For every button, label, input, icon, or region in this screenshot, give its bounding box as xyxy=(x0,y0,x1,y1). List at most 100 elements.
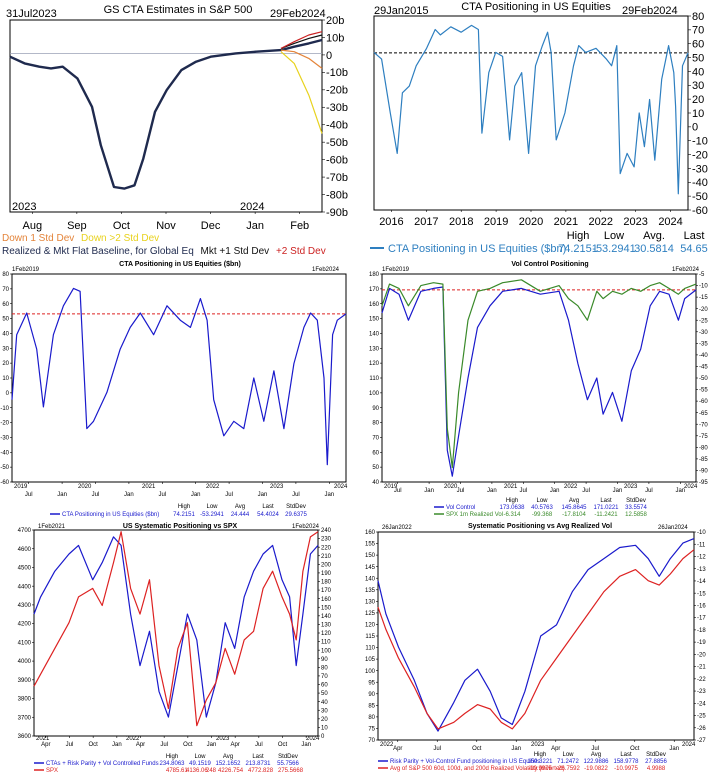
year-label: 2019 xyxy=(384,484,398,490)
y-tick-label-right: 100 xyxy=(321,648,332,654)
x-tick-label: Jul xyxy=(457,488,465,494)
chart-cta-positioning-long: 29Jan2015 CTA Positioning in US Equities… xyxy=(360,0,720,258)
y-tick-label-right: 190 xyxy=(321,571,332,577)
stat-value: -99.368 xyxy=(532,512,553,518)
legend-entry-down-1sd: Down 1 Std Dev xyxy=(2,233,74,244)
chart-us-systematic-vs-spx: US Systematic Positioning vs SPX 1Feb202… xyxy=(0,520,360,776)
y-tick-label-right: 120 xyxy=(321,631,332,637)
legend-block: High Low Avg Last StdDev Risk Parity + V… xyxy=(378,752,668,772)
x-tick-label: Dec xyxy=(201,220,221,232)
y-tick-label: 120 xyxy=(369,361,380,367)
y-tick-label: 140 xyxy=(369,332,380,338)
y-tick-label: 135 xyxy=(365,588,376,594)
series-line xyxy=(373,24,689,195)
x-tick-label: Apr xyxy=(551,746,560,752)
y-tick-label-right: 150 xyxy=(321,605,332,611)
legend-block: High Low Avg Last StdDev CTA Positioning… xyxy=(50,504,308,518)
y-tick-label: 100 xyxy=(365,669,376,675)
stat-value: 234.8063 xyxy=(159,761,185,767)
series-line xyxy=(377,538,695,732)
y-tick-label-right: 70 xyxy=(321,674,328,680)
chart-end-label: 1Feb2024 xyxy=(292,524,320,530)
x-tick-label: Jan xyxy=(258,492,268,498)
x-tick-label: Jan xyxy=(112,742,122,748)
y-tick-label: 150 xyxy=(365,553,376,559)
series-line xyxy=(33,531,319,727)
series-line xyxy=(280,49,323,69)
chart-start-label: 1Feb2019 xyxy=(12,267,40,273)
y-tick-label: 50 xyxy=(372,465,379,471)
x-tick-label: 2024 xyxy=(658,216,682,228)
plot-frame xyxy=(373,15,689,211)
y-tick-label: -50 xyxy=(0,465,9,471)
stat-header: Avg xyxy=(223,754,233,760)
y-tick-label: 80 xyxy=(372,421,379,427)
stat-value: 122.9886 xyxy=(583,759,609,765)
x-tick-label: Jul xyxy=(292,492,300,498)
year-label: 2021 xyxy=(142,484,156,490)
chart-gs-cta-estimates: 31Jul2023 GS CTA Estimates in S&P 500 29… xyxy=(0,0,360,258)
y-tick-label: 160 xyxy=(369,302,380,308)
y-tick-label: 70 xyxy=(368,738,375,744)
x-tick-label: 2016 xyxy=(379,216,403,228)
y-tick-label: 4400 xyxy=(18,584,32,590)
legend-entry-down-2sd: Down >2 Std Dev xyxy=(81,233,159,244)
stat-header: Low xyxy=(536,498,548,504)
series-line xyxy=(33,536,319,718)
y-tick-label: 80 xyxy=(692,11,704,23)
year-label: 2022 xyxy=(126,736,140,742)
stat-value: 4.9988 xyxy=(647,766,666,772)
stat-header: StdDev xyxy=(278,754,298,760)
y-tick-label: 100 xyxy=(369,391,380,397)
stat-value: 4136.06 xyxy=(186,768,208,774)
y-tick-label: 60 xyxy=(2,302,9,308)
y-tick-label-right: -60 xyxy=(699,399,708,405)
x-tick-label: Jul xyxy=(394,488,402,494)
stat-value: 12.5858 xyxy=(625,512,647,518)
stat-header: StdDev xyxy=(646,752,666,758)
y-tick-label-right: -21 xyxy=(697,665,706,671)
chart-start-label: 26Jan2022 xyxy=(382,525,412,531)
y-tick-label: 4600 xyxy=(18,547,32,553)
chart-svg: Vol Control Positioning 1Feb2019 1Feb202… xyxy=(369,261,708,518)
stat-value: 71.2472 xyxy=(557,759,579,765)
year-label: 2019 xyxy=(14,484,28,490)
chart-end-label: 26Jan2024 xyxy=(658,525,688,531)
stat-value: 54.65 xyxy=(680,243,708,255)
year-label: 2023 xyxy=(624,484,638,490)
stat-value: 4772.828 xyxy=(248,768,274,774)
y-tick-label-right: -22 xyxy=(697,677,706,683)
stat-header: Last xyxy=(620,752,632,758)
y-tick-label-right: -11 xyxy=(697,542,706,548)
y-tick-label-right: 180 xyxy=(321,580,332,586)
stat-value: 55.7566 xyxy=(277,761,299,767)
legend-series-name: SPX 1m Realized Vol xyxy=(446,512,503,518)
stat-header: Low xyxy=(604,230,624,242)
plot-frame xyxy=(11,273,347,483)
x-tick-label: Jan xyxy=(246,220,264,232)
x-tick-label: Oct xyxy=(630,746,640,752)
y-tick-label: 170 xyxy=(369,287,380,293)
y-tick-label: 180 xyxy=(369,272,380,278)
plot-frame xyxy=(9,19,323,213)
y-tick-label-right: -30 xyxy=(699,330,708,336)
year-label: 2022 xyxy=(206,484,220,490)
chart-svg: 31Jul2023 GS CTA Estimates in S&P 500 29… xyxy=(2,4,348,257)
series-line xyxy=(280,31,323,49)
y-tick-label-right: -40 xyxy=(699,353,708,359)
y-tick-label: 30 xyxy=(692,80,704,92)
stat-value: 33.5574 xyxy=(625,505,647,511)
stat-value: 49.1519 xyxy=(189,761,211,767)
y-tick-label: 3700 xyxy=(18,715,32,721)
y-tick-label: 90 xyxy=(372,406,379,412)
y-tick-label-right: -18 xyxy=(697,628,706,634)
year-label: 2023 xyxy=(531,742,545,748)
y-tick-label-right: 30 xyxy=(321,708,328,714)
chart-end-label: 1Feb2024 xyxy=(672,267,700,273)
y-tick-label: 10 xyxy=(692,108,704,120)
y-tick-label-right: -16 xyxy=(697,604,706,610)
y-tick-label: -10b xyxy=(326,67,348,79)
y-tick-label-right: 160 xyxy=(321,597,332,603)
year-label: 2022 xyxy=(564,484,578,490)
stat-value: -53.2941 xyxy=(200,512,224,518)
